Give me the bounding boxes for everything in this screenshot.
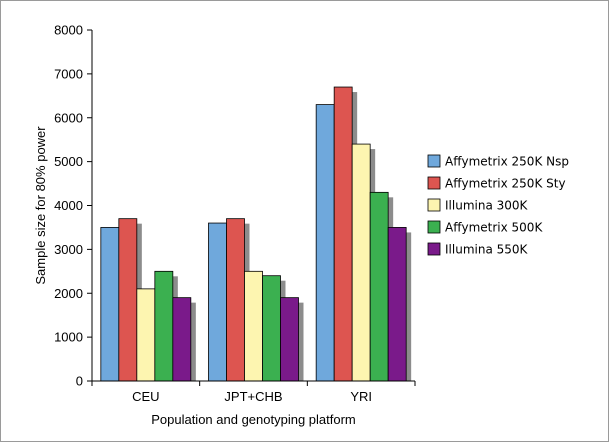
legend-swatch — [427, 176, 441, 190]
bar — [136, 288, 156, 382]
legend-swatch — [427, 220, 441, 234]
y-tick-label: 7000 — [54, 66, 83, 81]
bar — [118, 218, 138, 382]
x-ticks-group: CEU JPT+CHB YRI — [91, 381, 416, 404]
legend-swatch — [427, 198, 441, 212]
bar — [100, 227, 120, 382]
y-axis-title: Sample size for 80% power — [33, 126, 48, 285]
bar — [226, 218, 245, 382]
legend-label: Illumina 300K — [445, 199, 529, 213]
y-tick-label: 3000 — [54, 242, 83, 257]
y-tick-label: 8000 — [54, 23, 83, 38]
bar — [172, 297, 192, 382]
legend-label: Affymetrix 250K Nsp — [445, 155, 569, 169]
y-tick-label: 4000 — [54, 198, 83, 213]
bar — [208, 222, 227, 382]
y-tick-label: 0 — [76, 374, 83, 389]
bar — [369, 191, 389, 382]
y-ticks-group: 0 1000 2000 3000 4000 5000 6000 7000 8000 — [54, 23, 92, 389]
legend-label: Affymetrix 500K — [445, 221, 543, 235]
x-axis-title: Population and genotyping platform — [151, 412, 356, 427]
bar — [315, 104, 335, 382]
bar — [154, 270, 174, 382]
legend-label: Illumina 550K — [445, 243, 529, 257]
bars-group — [100, 86, 412, 382]
bar — [333, 86, 353, 382]
y-tick-label: 6000 — [54, 110, 83, 125]
bar — [262, 275, 281, 382]
x-tick-label: CEU — [132, 389, 159, 404]
legend: Affymetrix 250K Nsp Affymetrix 250K Sty Il… — [427, 154, 569, 257]
bar — [280, 297, 299, 382]
bar — [387, 227, 407, 382]
x-tick-label: YRI — [350, 389, 372, 404]
bar — [244, 270, 263, 382]
bar — [351, 143, 371, 382]
y-tick-label: 5000 — [54, 154, 83, 169]
legend-swatch — [427, 154, 441, 168]
y-tick-label: 2000 — [54, 286, 83, 301]
y-tick-label: 1000 — [54, 330, 83, 345]
legend-swatch — [427, 242, 441, 256]
x-tick-label: JPT+CHB — [224, 389, 282, 404]
legend-label: Affymetrix 250K Sty — [445, 177, 566, 191]
